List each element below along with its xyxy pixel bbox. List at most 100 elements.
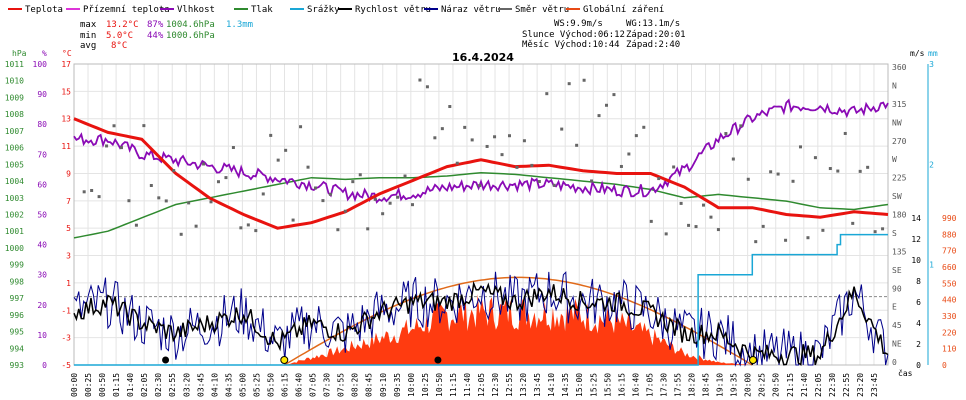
wind-direction-point xyxy=(269,133,273,137)
wind-direction-point xyxy=(418,78,422,82)
wind-direction-point xyxy=(187,201,191,205)
tick-celsius: -5 xyxy=(61,361,71,370)
tick-wm: 550 xyxy=(942,279,957,288)
x-tick-label: 05:25 xyxy=(252,373,261,397)
moonrise-marker xyxy=(434,356,442,364)
x-tick-label: 12:05 xyxy=(477,373,486,397)
legend: Teplota Přízemní teplota Vlhkost Tlak Srážky… xyxy=(8,5,664,15)
tick-wm: 660 xyxy=(942,263,957,272)
wind-direction-point xyxy=(231,146,235,150)
axis-title: hPa xyxy=(12,49,27,58)
x-tick-label: 04:10 xyxy=(210,373,219,397)
wind-direction-point xyxy=(806,236,810,240)
info-sunset: Západ:20:01 xyxy=(626,30,686,40)
wind-direction-point xyxy=(701,203,705,207)
stat-max-hum: 87% xyxy=(147,20,164,30)
wind-direction-point xyxy=(828,167,832,171)
x-tick-label: 06:15 xyxy=(281,373,290,397)
legend-item: Vlhkost xyxy=(177,5,215,15)
wind-direction-point xyxy=(343,209,347,213)
tick-hpa: 998 xyxy=(10,277,25,286)
tick-pct: 10 xyxy=(37,331,47,340)
wind-direction-point xyxy=(634,134,638,138)
wind-direction-point xyxy=(821,228,825,232)
stats-block: max 13.2°C 87% 1004.6hPa 1.3mm min 5.0°C… xyxy=(80,20,253,51)
wind-direction-point xyxy=(851,221,855,225)
series-lines xyxy=(73,78,889,367)
x-tick-label: 20:50 xyxy=(772,373,781,397)
wind-direction-point xyxy=(612,93,616,97)
wind-direction-point xyxy=(142,124,146,128)
wind-direction-point xyxy=(500,153,504,157)
info-moonset: Západ:2:40 xyxy=(626,40,680,50)
stat-avg-label: avg xyxy=(80,41,96,51)
x-tick-label: 06:40 xyxy=(295,373,304,397)
tick-ms: 2 xyxy=(916,340,921,349)
series-rain xyxy=(74,233,888,366)
wind-direction-point xyxy=(709,215,713,219)
wind-direction-point xyxy=(209,200,213,204)
x-tick-label: 09:10 xyxy=(379,373,388,397)
tick-celsius: 17 xyxy=(61,60,71,69)
tick-celsius: 5 xyxy=(66,224,71,233)
tick-hpa: 1010 xyxy=(5,77,24,86)
info-sun: Slunce Východ:06:12 xyxy=(522,30,625,40)
tick-direction: 0 xyxy=(892,358,897,367)
wind-direction-point xyxy=(164,199,168,203)
x-axis: 00:00 00:25 00:50 01:15 01:40 02:05 02:30 02:55… xyxy=(70,368,913,397)
tick-direction: N xyxy=(892,81,897,90)
tick-hpa: 1002 xyxy=(5,211,24,220)
wind-direction-point xyxy=(843,131,847,135)
tick-hpa: 994 xyxy=(10,344,25,353)
tick-direction: NW xyxy=(892,118,902,127)
x-tick-label: 18:20 xyxy=(688,373,697,397)
info-block: WS:9.9m/s WG:13.1m/s Slunce Východ:06:12… xyxy=(522,19,686,50)
wind-direction-point xyxy=(82,190,86,194)
wind-direction-point xyxy=(381,212,385,216)
wind-direction-point xyxy=(791,179,795,183)
tick-wm: 330 xyxy=(942,312,957,321)
x-tick-label: 13:45 xyxy=(533,373,542,397)
x-tick-label: 15:00 xyxy=(575,373,584,397)
x-tick-label: 03:45 xyxy=(196,373,205,397)
wind-direction-point xyxy=(530,163,534,167)
legend-item: Náraz větru xyxy=(441,5,501,15)
wind-direction-point xyxy=(261,192,265,196)
tick-celsius: 7 xyxy=(66,197,71,206)
wind-direction-point xyxy=(97,195,101,199)
tick-hpa: 1003 xyxy=(5,194,24,203)
stat-max-label: max xyxy=(80,20,97,30)
info-wg: WG:13.1m/s xyxy=(626,19,680,29)
tick-ms: 4 xyxy=(916,319,921,328)
tick-wm: 880 xyxy=(942,230,957,239)
sunrise-marker xyxy=(280,356,289,364)
x-tick-label: 03:20 xyxy=(182,373,191,397)
x-tick-label: 23:20 xyxy=(856,373,865,397)
wind-direction-point xyxy=(239,226,243,230)
stat-avg-temp: 8°C xyxy=(111,41,127,51)
wind-direction-point xyxy=(157,196,161,200)
wind-direction-point xyxy=(127,199,131,203)
stat-min-label: min xyxy=(80,31,96,41)
tick-direction: 225 xyxy=(892,174,907,183)
wind-direction-point xyxy=(784,238,788,242)
tick-pct: 60 xyxy=(37,180,47,189)
x-tick-label: 19:35 xyxy=(730,373,739,397)
stat-max-press: 1004.6hPa xyxy=(166,20,215,30)
wind-direction-point xyxy=(515,165,519,169)
x-tick-label: 07:55 xyxy=(337,373,346,397)
tick-direction: 135 xyxy=(892,247,907,256)
x-tick-label: 07:05 xyxy=(309,373,318,397)
series-humidity xyxy=(73,98,889,204)
wind-direction-point xyxy=(254,229,258,233)
tick-pct: 90 xyxy=(37,90,47,99)
tick-pct: 0 xyxy=(42,361,47,370)
x-tick-label: 05:00 xyxy=(238,373,247,397)
wind-direction-point xyxy=(306,165,310,169)
wind-direction-point xyxy=(470,138,474,142)
stat-min-temp: 5.0°C xyxy=(106,31,133,41)
wind-direction-point xyxy=(172,169,176,173)
wind-direction-point xyxy=(396,195,400,199)
x-tick-label: 09:35 xyxy=(393,373,402,397)
wind-direction-point xyxy=(373,197,377,201)
